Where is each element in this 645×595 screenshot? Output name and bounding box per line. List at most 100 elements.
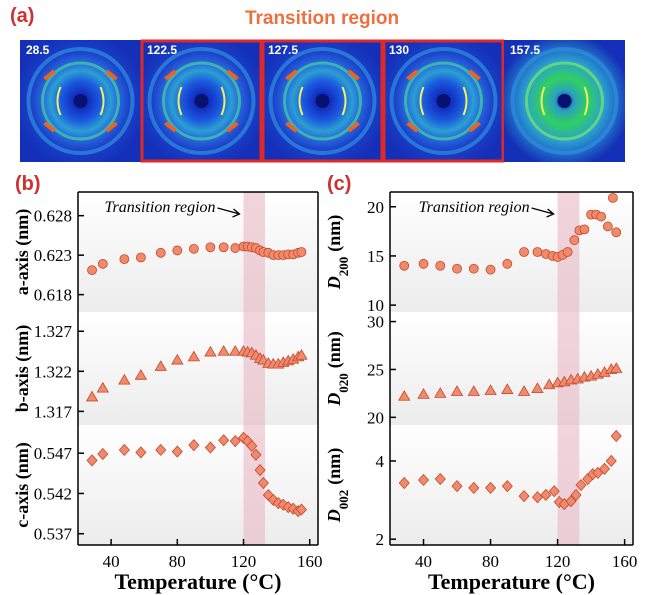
frame-label: 157.5 <box>510 43 540 57</box>
y-label-part: D <box>324 276 344 290</box>
data-point <box>257 476 269 490</box>
highlight-box <box>140 39 263 163</box>
y-tick-label: 2 <box>376 530 385 549</box>
frame-label: 28.5 <box>26 43 50 57</box>
y-tick-label: 0.623 <box>34 246 72 265</box>
y-label-part: (nm) <box>324 331 345 368</box>
y-tick-label: 1.322 <box>34 362 72 381</box>
x-tick-label: 120 <box>231 552 257 571</box>
beam-stop <box>436 94 451 108</box>
data-point <box>518 490 530 503</box>
data-point <box>96 381 110 393</box>
data-point <box>540 488 552 502</box>
data-point <box>118 443 130 457</box>
y-tick-label: 1.327 <box>34 322 73 341</box>
y-label-part: (nm) <box>324 215 345 252</box>
transition-band <box>557 312 580 425</box>
data-point <box>97 258 108 269</box>
data-point <box>548 485 560 498</box>
annotation: Transition region <box>419 199 530 216</box>
data-point <box>596 211 607 222</box>
data-point <box>417 473 430 487</box>
data-point <box>171 353 184 365</box>
data-point <box>434 472 446 486</box>
y-axis-label: b-axis (nm) <box>12 325 33 413</box>
x-tick-label: 120 <box>545 552 571 571</box>
data-point <box>250 448 262 461</box>
data-point <box>607 193 618 203</box>
x-tick-label: 80 <box>169 552 186 571</box>
y-axis-label: D002 (nm) <box>324 448 351 524</box>
data-point <box>468 481 480 495</box>
reflection <box>285 69 360 133</box>
y-tick-label: 25 <box>367 360 384 379</box>
data-point <box>205 242 216 253</box>
y-axis-label: c-axis (nm) <box>12 442 33 527</box>
data-point <box>611 227 622 238</box>
data-point <box>418 258 429 269</box>
data-point <box>565 495 577 508</box>
data-point <box>218 434 230 447</box>
data-point <box>417 388 430 399</box>
ring <box>283 61 362 141</box>
ring <box>404 61 483 141</box>
y-tick-label: 15 <box>367 247 384 266</box>
reflection <box>43 69 118 133</box>
beam-stop <box>557 94 572 108</box>
y-axis-label: a-axis (nm) <box>12 209 33 296</box>
data-point <box>435 260 446 271</box>
x-tick-label: 80 <box>482 552 499 571</box>
panel-label: (c) <box>327 173 351 195</box>
plot-background <box>78 425 318 545</box>
data-point <box>450 385 464 396</box>
annotation-arrow <box>217 207 241 218</box>
y-tick-label: 4 <box>376 452 385 471</box>
ring <box>510 47 619 155</box>
data-point <box>532 247 543 257</box>
y-label-part: 002 <box>336 490 351 510</box>
y-axis-label: D200 (nm) <box>324 215 351 291</box>
data-point <box>187 350 201 362</box>
data-point <box>575 478 587 492</box>
ring <box>268 47 377 155</box>
data-point <box>204 441 216 454</box>
transition-band <box>557 425 580 545</box>
data-point <box>97 447 109 461</box>
y-tick-label: 0.618 <box>34 286 72 305</box>
data-point <box>134 369 148 380</box>
ring <box>41 61 120 141</box>
data-point <box>602 221 613 232</box>
plot-background <box>390 312 633 425</box>
data-point <box>87 265 97 276</box>
panel-title: Transition region <box>245 8 399 29</box>
ring <box>147 47 256 155</box>
beam-stop <box>194 94 209 108</box>
frame-label: 130 <box>389 43 409 57</box>
data-point <box>502 258 513 269</box>
y-tick-label: 0.628 <box>34 207 72 226</box>
beam-stop <box>315 94 330 108</box>
frame-label: 127.5 <box>268 43 298 57</box>
plot-background <box>78 312 318 425</box>
data-point <box>468 263 479 274</box>
x-tick-label: 40 <box>415 552 432 571</box>
data-point <box>254 464 266 477</box>
data-point <box>451 480 463 493</box>
data-point <box>204 345 217 357</box>
data-point <box>119 254 130 265</box>
data-point <box>262 488 274 502</box>
y-tick-label: 0.542 <box>34 484 72 503</box>
data-point <box>85 390 99 402</box>
data-point <box>570 488 582 502</box>
data-point <box>154 360 167 371</box>
reflection <box>177 86 226 116</box>
data-point <box>484 384 497 395</box>
data-point <box>485 264 496 275</box>
data-point <box>135 446 147 459</box>
highlight-box <box>382 39 505 163</box>
reflection <box>406 69 481 133</box>
data-point <box>229 344 242 356</box>
y-axis-label: D020 (nm) <box>324 331 351 407</box>
annotation-arrow <box>531 207 555 218</box>
